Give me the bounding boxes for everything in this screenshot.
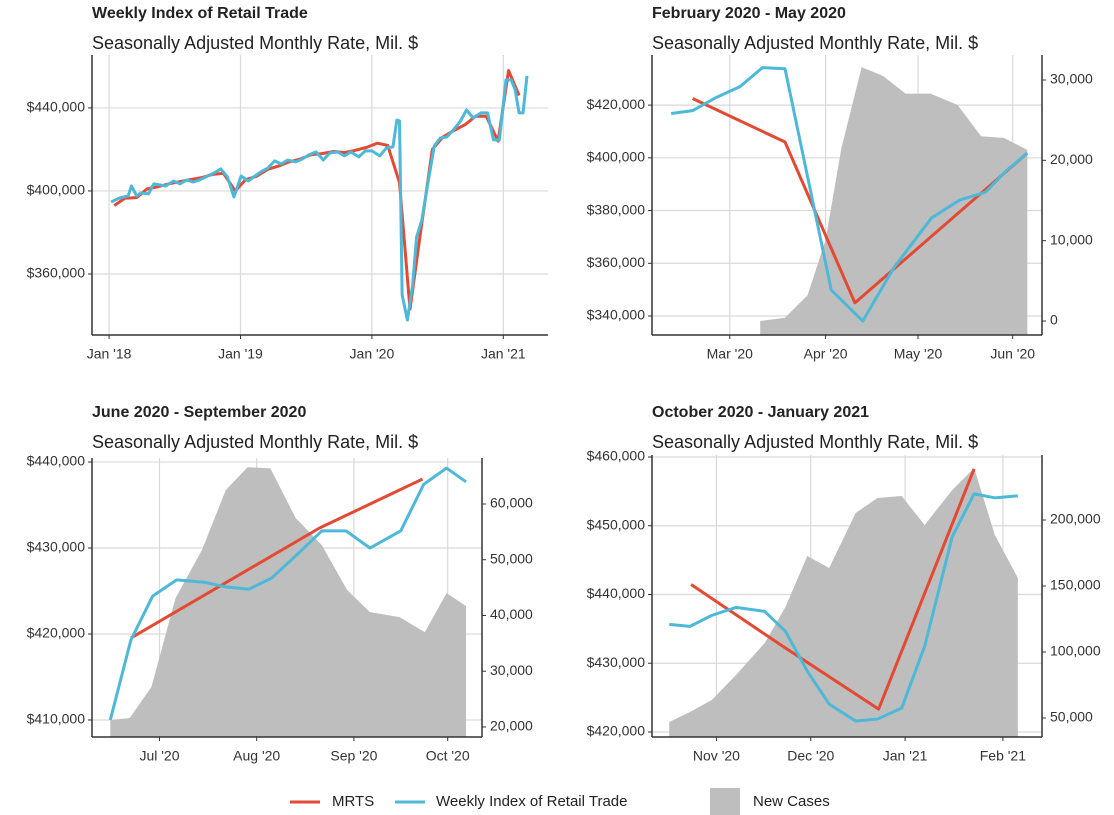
panel-subtitle: Seasonally Adjusted Monthly Rate, Mil. $ xyxy=(92,432,418,452)
x-tick-label: Sep '20 xyxy=(330,748,377,764)
y2-tick-label: 60,000 xyxy=(490,495,533,511)
y2-tick-label: 200,000 xyxy=(1050,511,1101,527)
x-tick-label: Oct '20 xyxy=(426,748,470,764)
y2-tick-label: 150,000 xyxy=(1050,577,1101,593)
y-tick-label: $430,000 xyxy=(587,654,646,670)
line xyxy=(110,75,529,322)
x-tick-label: Mar '20 xyxy=(707,346,753,362)
x-tick-label: Dec '20 xyxy=(787,748,834,764)
panel-title: June 2020 - September 2020 xyxy=(92,404,306,421)
y-tick-label: $360,000 xyxy=(587,254,646,270)
y2-tick-label: 20,000 xyxy=(490,718,533,734)
y2-tick-label: 100,000 xyxy=(1050,643,1101,659)
y-tick-label: $430,000 xyxy=(27,539,86,555)
y-tick-label: $420,000 xyxy=(27,625,86,641)
y-tick-label: $420,000 xyxy=(587,723,646,739)
line xyxy=(670,66,1029,323)
y2-tick-label: 50,000 xyxy=(490,550,533,566)
panel-subtitle: Seasonally Adjusted Monthly Rate, Mil. $ xyxy=(652,432,978,452)
y-tick-label: $420,000 xyxy=(587,96,646,112)
x-tick-label: Jan '19 xyxy=(218,346,263,362)
y2-tick-label: 10,000 xyxy=(1050,231,1093,247)
y-tick-label: $340,000 xyxy=(587,307,646,323)
legend-label: Weekly Index of Retail Trade xyxy=(436,793,627,810)
y-tick-label: $380,000 xyxy=(587,201,646,217)
y2-tick-label: 30,000 xyxy=(490,662,533,678)
y-tick-label: $410,000 xyxy=(27,711,86,727)
y2-tick-label: 40,000 xyxy=(490,606,533,622)
panel-title: Weekly Index of Retail Trade xyxy=(92,5,308,22)
area xyxy=(110,467,466,737)
panel-subtitle: Seasonally Adjusted Monthly Rate, Mil. $ xyxy=(652,33,978,53)
x-tick-label: Apr '20 xyxy=(804,346,848,362)
y-tick-label: $440,000 xyxy=(27,99,86,115)
line xyxy=(691,97,1029,305)
panel-title: October 2020 - January 2021 xyxy=(652,404,869,421)
panel-subtitle: Seasonally Adjusted Monthly Rate, Mil. $ xyxy=(92,33,418,53)
area xyxy=(669,468,1018,737)
panel-title: February 2020 - May 2020 xyxy=(652,5,846,22)
y2-tick-label: 20,000 xyxy=(1050,151,1093,167)
y-tick-label: $360,000 xyxy=(27,265,86,281)
x-tick-label: Jan '18 xyxy=(87,346,132,362)
legend-swatch xyxy=(710,788,740,815)
y2-tick-label: 0 xyxy=(1050,312,1058,328)
y2-tick-label: 50,000 xyxy=(1050,709,1093,725)
line xyxy=(690,468,976,711)
x-tick-label: Nov '20 xyxy=(693,748,740,764)
line xyxy=(669,492,1018,723)
legend-label: New Cases xyxy=(753,793,830,810)
x-tick-label: May '20 xyxy=(894,346,943,362)
legend: MRTS Weekly Index of Retail Trade New Ca… xyxy=(290,788,830,815)
y2-tick-label: 30,000 xyxy=(1050,71,1093,87)
y-tick-label: $400,000 xyxy=(587,149,646,165)
line xyxy=(108,466,467,721)
x-tick-label: Jan '21 xyxy=(883,748,928,764)
y-tick-label: $440,000 xyxy=(587,585,646,601)
area xyxy=(760,67,1028,336)
y-tick-label: $460,000 xyxy=(587,448,646,464)
x-tick-label: Feb '21 xyxy=(980,748,1026,764)
x-tick-label: Jun '20 xyxy=(990,346,1035,362)
y-tick-label: $450,000 xyxy=(587,516,646,532)
line xyxy=(130,477,424,640)
x-tick-label: Jan '20 xyxy=(350,346,395,362)
y-tick-label: $400,000 xyxy=(27,182,86,198)
legend-label: MRTS xyxy=(332,793,374,810)
x-tick-label: Jan '21 xyxy=(481,346,526,362)
x-tick-label: Aug '20 xyxy=(233,748,280,764)
x-tick-label: Jul '20 xyxy=(139,748,179,764)
y-tick-label: $440,000 xyxy=(27,453,86,469)
